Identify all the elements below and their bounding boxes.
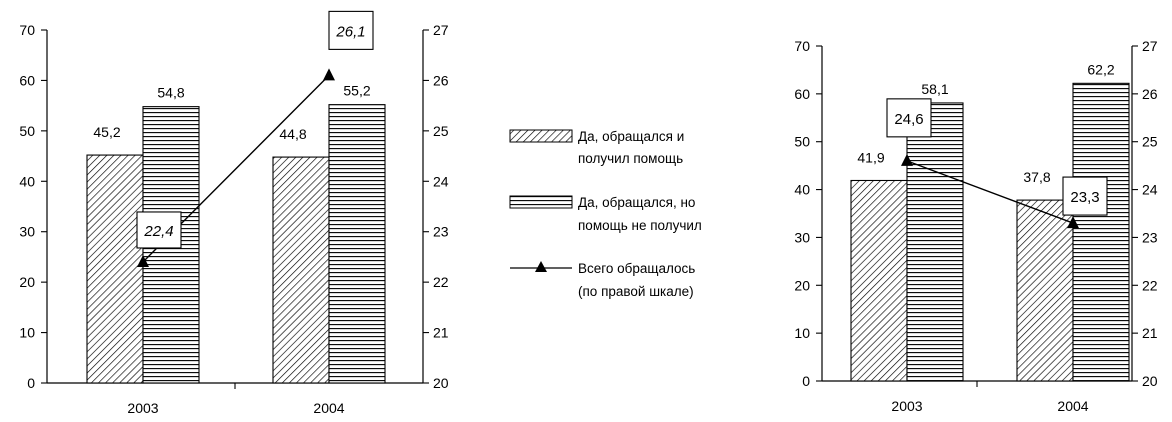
- bar-helped: [272, 156, 330, 384]
- y-tick-label-right: 27: [433, 22, 449, 38]
- y-tick-label-left: 0: [802, 373, 810, 389]
- y-tick-label-left: 70: [794, 38, 810, 54]
- bar-not-helped: [328, 104, 386, 384]
- total-point-marker: [901, 153, 913, 166]
- total-value-box: [328, 10, 374, 50]
- bar-helped: [86, 154, 144, 384]
- y-tick-label-left: 20: [19, 274, 35, 290]
- chart-left: 0 10 20 30 40 50 60 70 20 21 22 23 24 25 26 27 2003 2004 4…: [19, 10, 449, 416]
- bar-not-helped: [906, 102, 964, 382]
- y-tick-label-right: 25: [1142, 134, 1158, 150]
- total-data-label: 26,1: [335, 23, 365, 40]
- y-tick-label-left: 20: [794, 277, 810, 293]
- bar-data-label: 54,8: [157, 85, 184, 101]
- legend-label-line2: помощь не получил: [578, 218, 702, 233]
- total-point-marker: [1067, 216, 1079, 229]
- y-tick-label-right: 20: [1142, 373, 1158, 389]
- y-tick-label-right: 23: [433, 224, 449, 240]
- bar-data-label: 58,1: [921, 81, 948, 97]
- y-tick-label-left: 40: [19, 173, 35, 189]
- x-tick-label: 2003: [127, 400, 158, 416]
- total-point-marker: [323, 68, 335, 81]
- y-tick-label-right: 20: [433, 375, 449, 391]
- bar-not-helped: [1072, 82, 1130, 382]
- total-data-label: 23,3: [1070, 189, 1099, 206]
- total-point-marker: [137, 254, 149, 267]
- chart-right: 0 10 20 30 40 50 60 70 20 21 22 23 24 25 26 27 2003 2004 4…: [794, 38, 1157, 414]
- y-tick-label-left: 70: [19, 22, 35, 38]
- bar-data-label: 37,8: [1023, 169, 1050, 185]
- y-tick-label-right: 21: [1142, 325, 1158, 341]
- legend-item-not-helped: Да, обращался, но помощь не получил: [509, 195, 702, 233]
- y-tick-label-right: 25: [433, 123, 449, 139]
- bar-data-label: 41,9: [857, 149, 884, 165]
- total-data-label: 24,6: [894, 111, 923, 128]
- bar-data-label: 55,2: [343, 83, 370, 99]
- bar-data-label: 44,8: [279, 126, 306, 142]
- y-tick-label-left: 30: [794, 229, 810, 245]
- y-tick-label-right: 26: [433, 72, 449, 88]
- y-tick-label-left: 50: [794, 134, 810, 150]
- y-tick-label-left: 40: [794, 182, 810, 198]
- legend-item-helped: Да, обращался и получил помощь: [509, 129, 684, 166]
- legend-triangle-marker: [535, 261, 547, 272]
- bar-data-label: 62,2: [1087, 61, 1114, 77]
- y-tick-label-right: 23: [1142, 229, 1158, 245]
- x-tick-label: 2004: [1057, 398, 1088, 414]
- legend-swatch-horizontal: [509, 195, 573, 209]
- total-value-box: [886, 98, 932, 138]
- legend-label-line2: (по правой шкале): [578, 284, 694, 299]
- legend-label-line2: получил помощь: [578, 151, 683, 166]
- total-line: [906, 160, 1074, 224]
- legend-label-line1: Всего обращалось: [578, 261, 695, 276]
- y-tick-label-left: 0: [27, 375, 35, 391]
- legend: Да, обращался и получил помощь Да, обращ…: [509, 129, 702, 299]
- y-tick-label-left: 60: [19, 72, 35, 88]
- y-tick-label-left: 50: [19, 123, 35, 139]
- y-tick-label-left: 30: [19, 224, 35, 240]
- total-value-box: [1062, 176, 1108, 216]
- y-tick-label-right: 26: [1142, 86, 1158, 102]
- y-tick-label-right: 21: [433, 325, 449, 341]
- y-tick-label-left: 10: [19, 325, 35, 341]
- legend-label-line1: Да, обращался и: [578, 129, 684, 144]
- y-tick-label-right: 22: [1142, 277, 1158, 293]
- bar-helped: [850, 179, 908, 382]
- legend-item-total: Всего обращалось (по правой шкале): [510, 261, 695, 299]
- y-tick-label-right: 24: [1142, 182, 1158, 198]
- y-tick-label-left: 10: [794, 325, 810, 341]
- y-tick-label-right: 27: [1142, 38, 1158, 54]
- legend-swatch-diagonal: [509, 129, 573, 143]
- total-value-box: [136, 211, 182, 249]
- x-tick-label: 2003: [891, 398, 922, 414]
- legend-label-line1: Да, обращался, но: [578, 195, 695, 210]
- y-tick-label-right: 22: [433, 274, 449, 290]
- y-tick-label-left: 60: [794, 86, 810, 102]
- x-tick-label: 2004: [313, 400, 344, 416]
- y-tick-label-right: 24: [433, 173, 449, 189]
- total-data-label: 22,4: [143, 223, 173, 240]
- bar-data-label: 45,2: [93, 124, 120, 140]
- bar-helped: [1016, 199, 1074, 382]
